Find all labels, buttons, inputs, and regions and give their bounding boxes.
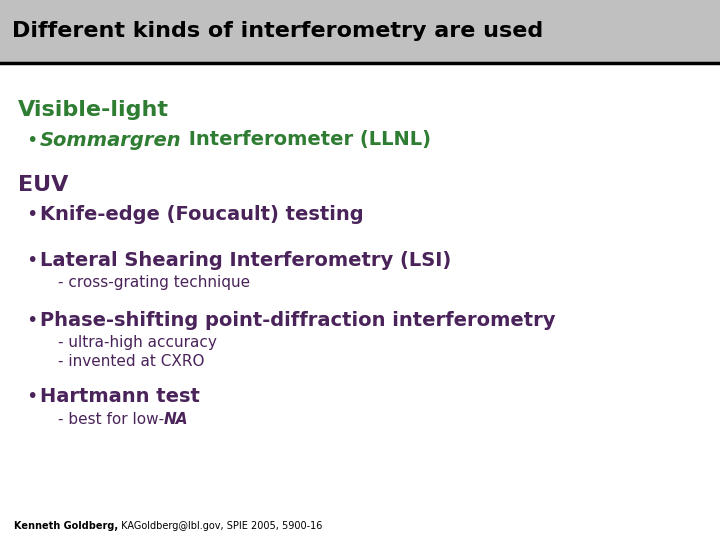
Text: - cross-grating technique: - cross-grating technique — [58, 275, 250, 291]
Text: •: • — [26, 131, 37, 150]
Text: Phase-shifting point-diffraction interferometry: Phase-shifting point-diffraction interfe… — [40, 310, 556, 329]
Text: Interferometer (LLNL): Interferometer (LLNL) — [181, 131, 431, 150]
Text: •: • — [26, 206, 37, 225]
Text: NA: NA — [164, 413, 189, 428]
Text: KAGoldberg@lbl.gov, SPIE 2005, 5900-16: KAGoldberg@lbl.gov, SPIE 2005, 5900-16 — [118, 521, 323, 531]
Text: - invented at CXRO: - invented at CXRO — [58, 354, 204, 369]
Text: Hartmann test: Hartmann test — [40, 388, 200, 407]
Text: •: • — [26, 388, 37, 407]
Text: Visible-light: Visible-light — [18, 100, 169, 120]
Text: Kenneth Goldberg,: Kenneth Goldberg, — [14, 521, 118, 531]
Text: EUV: EUV — [18, 175, 68, 195]
Bar — [0, 0, 720, 62]
Text: Different kinds of interferometry are used: Different kinds of interferometry are us… — [12, 21, 544, 41]
Text: - best for low-: - best for low- — [58, 413, 164, 428]
Text: Sommargren: Sommargren — [40, 131, 181, 150]
Text: Knife-edge (Foucault) testing: Knife-edge (Foucault) testing — [40, 206, 364, 225]
Text: •: • — [26, 310, 37, 329]
Text: •: • — [26, 251, 37, 269]
Text: Lateral Shearing Interferometry (LSI): Lateral Shearing Interferometry (LSI) — [40, 251, 451, 269]
Text: - ultra-high accuracy: - ultra-high accuracy — [58, 335, 217, 350]
